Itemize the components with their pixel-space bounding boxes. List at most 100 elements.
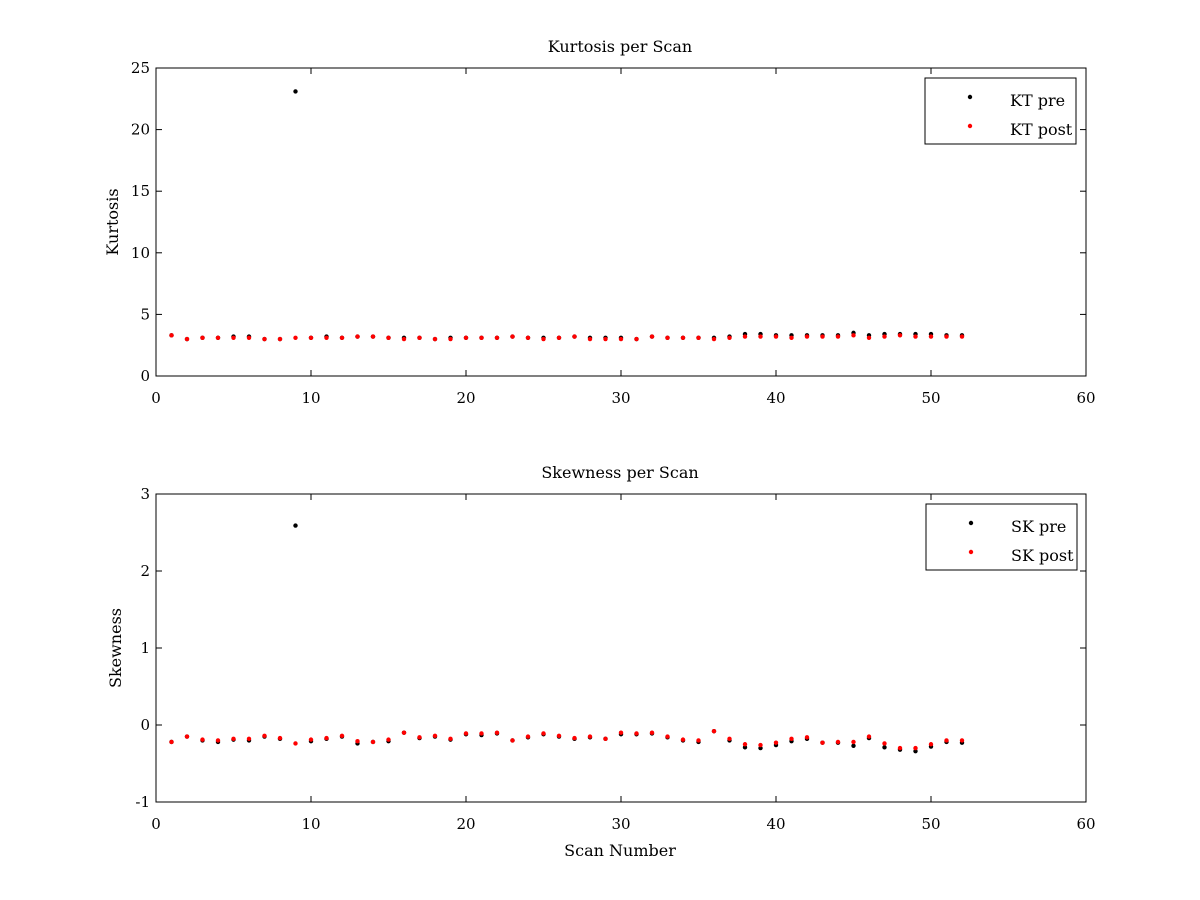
point-sk-post (293, 741, 298, 746)
point-kt-post (711, 336, 717, 342)
point-kt-post (603, 336, 608, 342)
skewness-x-tick-label: 20 (456, 815, 475, 833)
point-kt-post (789, 335, 794, 341)
point-sk-post (510, 738, 515, 743)
point-kt-post (944, 334, 949, 339)
point-sk-post (541, 731, 546, 736)
point-kt-post (851, 333, 856, 338)
kurtosis-x-tick-label: 60 (1076, 389, 1095, 407)
point-kt-post (696, 335, 701, 341)
kurtosis-ticks: 0 10 20 30 40 50 60 0 5 10 15 20 25 (131, 59, 1096, 407)
point-kt-post (587, 336, 593, 342)
point-kt-post (913, 334, 918, 339)
point-kt-post (758, 334, 763, 339)
point-sk-pre (742, 745, 748, 750)
point-kt-post (386, 335, 391, 341)
point-kt-post (417, 335, 422, 341)
point-sk-post (742, 742, 748, 747)
point-kt-post (665, 335, 670, 341)
legend-marker-kt-post (967, 123, 973, 129)
point-kt-post (928, 334, 934, 339)
skewness-x-tick-label: 50 (921, 815, 940, 833)
point-kt-post (820, 334, 825, 339)
point-sk-post (215, 738, 221, 743)
skewness-x-tick-label: 30 (611, 815, 630, 833)
point-sk-post (928, 742, 934, 747)
point-sk-post (618, 730, 624, 735)
skewness-y-tick-label: 0 (140, 716, 150, 734)
point-sk-post (277, 735, 283, 741)
kurtosis-x-tick-label: 10 (301, 389, 320, 407)
point-kt-post (773, 334, 779, 339)
point-kt-post (370, 334, 376, 339)
point-sk-post (324, 735, 329, 741)
point-kt-post (525, 335, 531, 341)
point-kt-post (277, 336, 283, 342)
point-kt-post (727, 335, 732, 341)
kurtosis-x-tick-label: 50 (921, 389, 940, 407)
point-sk-post (680, 737, 686, 742)
point-sk-post (572, 735, 577, 741)
point-sk-post (525, 734, 531, 739)
legend-label-kt-post: KT post (1010, 120, 1073, 139)
kurtosis-legend: KT pre KT post (924, 77, 1077, 145)
point-kt-post (293, 335, 298, 341)
legend-label-sk-post: SK post (1011, 546, 1074, 565)
point-sk-post (386, 737, 391, 742)
point-sk-post (556, 733, 562, 738)
point-sk-post (603, 736, 608, 742)
kurtosis-title: Kurtosis per Scan (548, 37, 692, 56)
point-sk-pre (851, 743, 856, 748)
skewness-y-axis-label: Skewness (106, 608, 125, 688)
point-sk-post (665, 734, 670, 739)
skewness-title: Skewness per Scan (541, 463, 698, 482)
legend-marker-sk-post (968, 549, 974, 555)
skewness-y-tick-label: 2 (140, 562, 150, 580)
point-sk-post (959, 738, 965, 743)
kurtosis-x-tick-label: 40 (766, 389, 785, 407)
point-kt-post (510, 334, 515, 339)
point-sk-post (370, 739, 376, 745)
point-kt-post (231, 335, 236, 341)
point-kt-post (324, 335, 329, 341)
point-sk-post (649, 730, 655, 735)
kurtosis-axes-box (155, 67, 1087, 377)
kurtosis-y-tick-label: 25 (131, 59, 150, 77)
skewness-x-tick-label: 10 (301, 815, 320, 833)
point-kt-post (339, 335, 345, 341)
legend-label-sk-pre: SK pre (1011, 517, 1066, 536)
point-sk-post (758, 742, 763, 748)
point-kt-post (804, 334, 810, 339)
point-sk-pre (293, 523, 298, 528)
point-kt-post (479, 335, 484, 341)
point-sk-post (913, 745, 918, 751)
point-sk-post (835, 739, 841, 745)
point-sk-post (494, 730, 500, 735)
skewness-y-tick-label: 3 (140, 485, 150, 503)
point-sk-post (634, 731, 639, 736)
point-sk-post (804, 735, 810, 740)
skewness-x-axis-label: Scan Number (564, 841, 676, 860)
point-kt-post (556, 335, 562, 341)
point-sk-pre (882, 745, 887, 750)
kurtosis-y-tick-label: 15 (131, 182, 150, 200)
point-sk-pre (758, 745, 763, 751)
point-sk-post (169, 739, 174, 745)
point-kt-post (355, 334, 360, 339)
kurtosis-y-tick-label: 5 (140, 305, 150, 323)
point-sk-post (184, 734, 190, 739)
point-kt-post (634, 336, 639, 342)
point-sk-post (727, 736, 732, 742)
point-kt-post (432, 336, 438, 342)
skewness-legend-box (925, 503, 1078, 571)
point-kt-post (401, 336, 407, 342)
point-sk-post (432, 733, 438, 738)
point-sk-post (246, 736, 252, 742)
point-sk-post (773, 740, 779, 745)
point-kt-post (742, 334, 748, 339)
point-kt-post (494, 335, 500, 341)
point-sk-post (448, 736, 453, 742)
